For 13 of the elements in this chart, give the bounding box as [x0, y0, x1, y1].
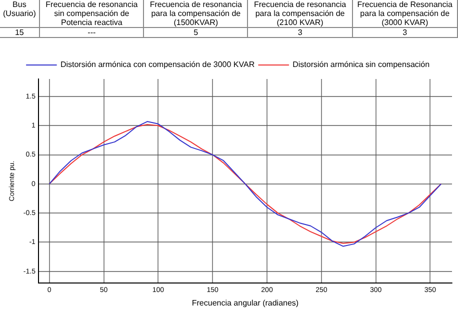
text: 5	[144, 28, 248, 38]
text: Frecuencia de resonancia para la compensación de (1500KVAR)	[144, 0, 248, 28]
text: Frecuencia de resonancia para la compensación de (2100 KVAR)	[248, 0, 352, 28]
text: Frecuencia de Resonancia para la compensación de (3000 KVAR)	[352, 0, 458, 28]
text: Frecuencia de resonancia sin compensación de Potencia reactiva	[39, 0, 144, 28]
text: ---	[39, 28, 144, 38]
text: 15	[0, 28, 40, 38]
legend-label: Distorsión armónica sin compensación	[292, 60, 430, 70]
x-axis-title: Frecuencia angular (radianes)	[192, 298, 299, 308]
legend-label: Distorsión armónica con compensación de 3000 KVAR	[60, 60, 255, 70]
text: 3	[248, 28, 352, 38]
text: Bus (Usuario)	[0, 0, 40, 28]
text: 3	[352, 28, 458, 38]
